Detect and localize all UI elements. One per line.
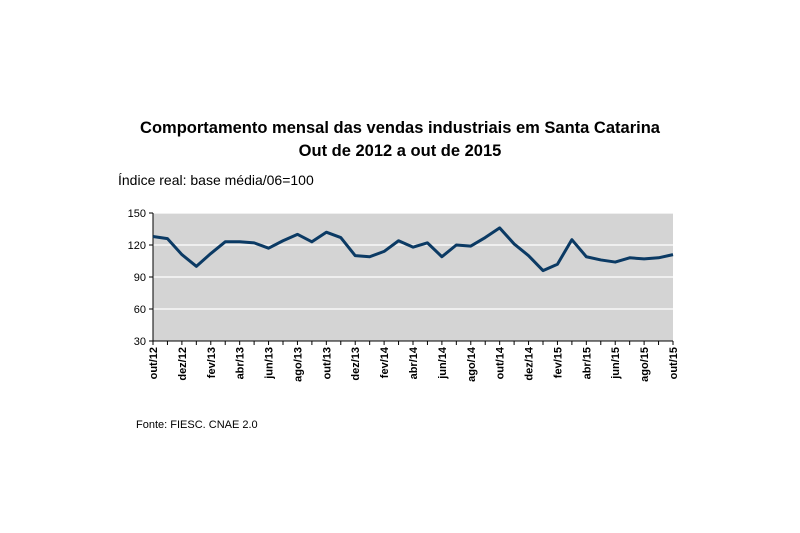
x-tick-label: ago/15 (639, 347, 651, 382)
x-tick-label: abr/14 (408, 346, 420, 379)
y-tick-label: 150 (128, 208, 146, 220)
chart-title: Comportamento mensal das vendas industri… (140, 119, 660, 137)
x-tick-label: ago/14 (466, 346, 478, 382)
x-tick-label: jun/15 (610, 347, 622, 380)
x-tick-label: ago/13 (292, 347, 304, 382)
x-tick-label: jun/14 (437, 346, 449, 380)
y-tick-label: 30 (134, 336, 146, 348)
source-note: Fonte: FIESC. CNAE 2.0 (136, 419, 258, 431)
x-tick-label: abr/13 (235, 347, 247, 379)
x-tick-label: fev/14 (379, 346, 391, 378)
y-tick-label: 60 (134, 304, 146, 316)
x-tick-label: out/13 (321, 347, 333, 379)
x-tick-label: fev/15 (552, 347, 564, 378)
x-tick-label: dez/14 (524, 346, 536, 381)
x-tick-label: abr/15 (581, 347, 593, 379)
chart-subtitle: Out de 2012 a out de 2015 (298, 142, 502, 160)
x-tick-label: out/12 (148, 347, 160, 379)
x-tick-label: out/15 (668, 347, 680, 379)
x-tick-label: jun/13 (264, 347, 276, 380)
y-axis-label: Índice real: base média/06=100 (118, 172, 314, 188)
x-tick-label: dez/12 (177, 347, 189, 381)
x-tick-label: dez/13 (350, 347, 362, 381)
y-tick-label: 120 (128, 240, 146, 252)
y-tick-label: 90 (134, 272, 146, 284)
x-tick-label: fev/13 (206, 347, 218, 378)
x-tick-label: out/14 (495, 346, 507, 379)
